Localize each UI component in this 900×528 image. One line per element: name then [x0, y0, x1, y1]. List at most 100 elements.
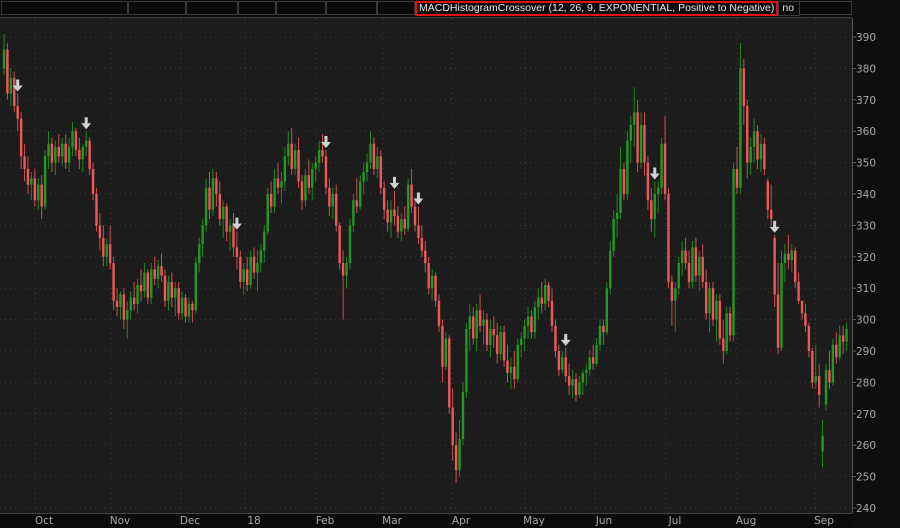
candle [722, 319, 725, 364]
candle [242, 263, 245, 295]
candle-body [845, 329, 848, 342]
candle-body [67, 146, 71, 163]
candle-body [98, 225, 102, 238]
candle-body [677, 263, 680, 289]
candle [410, 168, 413, 213]
candle-body [393, 209, 396, 216]
candle-body [711, 288, 715, 320]
candle-body [293, 150, 297, 169]
candle-body [74, 131, 78, 151]
candle-body [311, 168, 314, 188]
candle-body [328, 187, 331, 207]
candle [557, 344, 561, 377]
candle-body [687, 263, 691, 282]
study-label[interactable]: MACDHistogramCrossover (12, 26, 9, EXPON… [415, 1, 779, 16]
candle-body [591, 357, 595, 364]
x-tick-label: Jul [668, 515, 682, 527]
candle [64, 134, 67, 169]
candle [811, 347, 814, 389]
candle-body [187, 303, 191, 317]
candle [602, 319, 605, 345]
candle [639, 112, 643, 169]
candle-body [174, 288, 177, 298]
candle [297, 137, 300, 188]
candle-body [26, 168, 30, 185]
candle-body [180, 297, 184, 314]
candle [694, 237, 698, 282]
candle-body [770, 209, 773, 220]
candle-body [235, 247, 239, 257]
y-tick-label: 390 [856, 32, 876, 44]
candle [465, 322, 468, 399]
candle [78, 137, 81, 169]
candle [797, 272, 800, 304]
candle [215, 172, 218, 207]
candle [595, 338, 598, 367]
candle-body [684, 250, 687, 264]
candle [6, 43, 9, 100]
candle-body [787, 253, 790, 260]
candle-body [465, 329, 468, 392]
candle [324, 150, 328, 194]
down-arrow-icon [413, 192, 424, 205]
candle [790, 244, 793, 273]
candle [341, 250, 345, 320]
candle-body [204, 187, 208, 226]
time-axis-panel[interactable] [0, 513, 853, 528]
candle [523, 319, 526, 351]
candle-body [797, 281, 800, 301]
candle-body [773, 237, 776, 295]
candle [174, 281, 177, 317]
candle-body [338, 225, 341, 264]
candle [98, 212, 102, 251]
candle [499, 325, 502, 361]
y-tick-label: 330 [856, 220, 876, 232]
candle [482, 310, 485, 345]
candle [40, 175, 43, 220]
candle [509, 357, 513, 389]
candle-body [81, 146, 84, 160]
candle-body [783, 253, 787, 264]
candle-body [314, 162, 317, 169]
candle-body [533, 307, 537, 333]
candle-body [824, 369, 828, 405]
candle-body [526, 316, 530, 326]
candle [2, 33, 6, 75]
candle [382, 181, 386, 220]
candle-body [263, 231, 266, 251]
candle [372, 137, 376, 176]
x-tick-label: Sep [814, 515, 834, 527]
candle-body [40, 184, 43, 207]
candle [633, 87, 636, 147]
candle-body [766, 181, 769, 210]
candle-body [307, 175, 311, 188]
price-axis-panel[interactable] [853, 0, 900, 528]
candle-body [348, 225, 352, 264]
candle-body [2, 49, 6, 69]
candle-body [660, 143, 663, 188]
candle [437, 294, 441, 333]
price-axis: 390 380 370 360 350 340 330 320 310 300 290 280 270 2… [852, 32, 876, 515]
candle-body [211, 178, 215, 210]
candle [153, 256, 156, 286]
candle [735, 146, 739, 194]
candle-body [793, 250, 797, 282]
candle-body [424, 250, 427, 264]
candle-body [50, 143, 54, 163]
candle-body [146, 272, 150, 298]
candle [838, 325, 841, 361]
candle-body [239, 256, 242, 282]
candle-body [478, 310, 482, 326]
candle [345, 256, 348, 289]
candle [122, 288, 126, 330]
candle [598, 319, 602, 351]
candle-body [451, 407, 454, 446]
candle [746, 99, 749, 179]
candle [454, 432, 458, 483]
candle-body [626, 140, 629, 194]
header-cell [1, 1, 128, 15]
y-tick-label: 350 [856, 158, 876, 170]
candle [430, 269, 434, 301]
candle-body [444, 338, 448, 367]
